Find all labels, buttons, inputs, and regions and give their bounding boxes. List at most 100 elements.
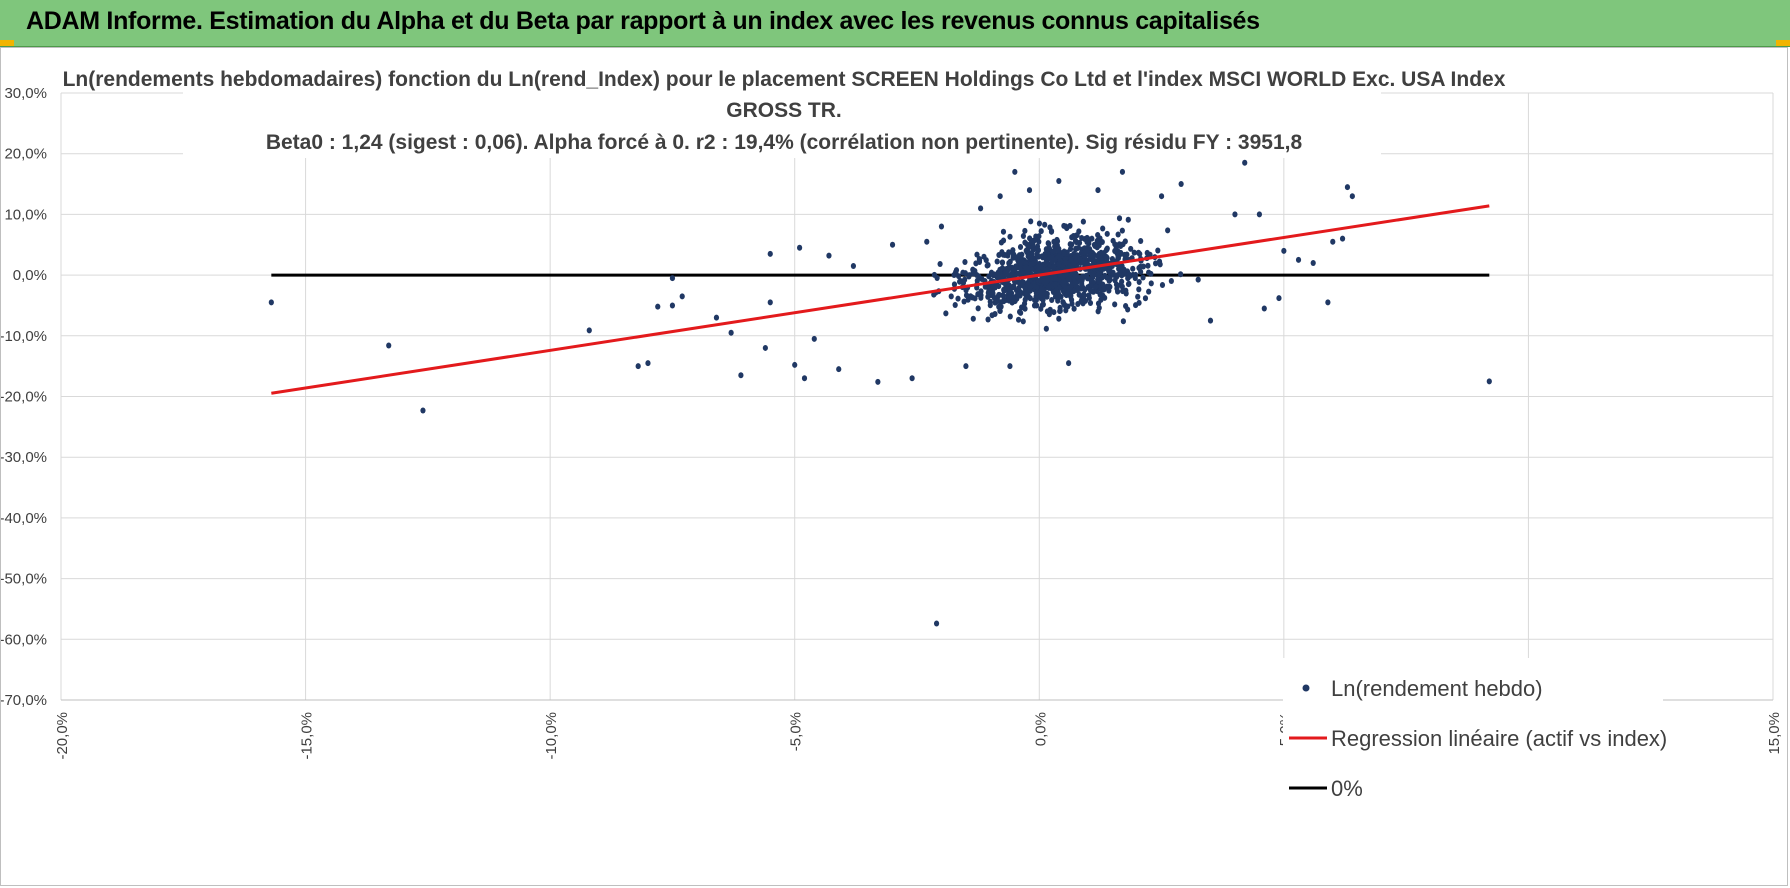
scatter-point [1028,261,1034,268]
scatter-point [953,267,960,274]
scatter-point [1086,292,1092,299]
scatter-point [1104,246,1110,253]
scatter-point [998,239,1005,246]
scatter-point [1138,268,1144,275]
scatter-point [1095,187,1101,194]
scatter-point [1018,270,1024,277]
scatter-point [976,257,983,264]
scatter-point [1015,316,1022,323]
scatter-point [996,291,1002,298]
scatter-point [1034,252,1041,259]
scatter-point [1145,262,1151,269]
y-tick-label: -70,0% [1,692,47,709]
scatter-point [985,316,991,323]
scatter-point [1116,215,1123,222]
scatter-point [1024,241,1030,248]
scatter-point [1046,240,1052,247]
scatter-point [992,310,998,317]
scatter-point [963,363,969,370]
scatter-point [1048,276,1054,283]
scatter-point [1048,228,1055,235]
scatter-point [1112,277,1118,284]
scatter-point [1232,211,1238,218]
scatter-point [1034,245,1040,252]
scatter-point [1089,270,1095,277]
scatter-point [1047,254,1053,261]
scatter-point [1095,272,1101,279]
scatter-point [889,241,896,248]
scatter-point [962,259,968,266]
scatter-point [1071,305,1077,312]
scatter-point [974,251,980,258]
scatter-point [713,314,720,321]
scatter-point [990,291,996,298]
scatter-point [1025,265,1031,272]
scatter-point [1046,284,1052,291]
scatter-point [1109,256,1115,263]
y-tick-label: 30,0% [4,85,47,102]
regression-line [271,204,1490,395]
scatter-point [1140,274,1146,281]
scatter-point [1033,302,1040,309]
scatter-point [767,299,773,306]
scatter-point [1009,270,1015,277]
scatter-point [1120,318,1126,325]
scatter-point [1054,242,1060,249]
chart-title-line-3: Beta0 : 1,24 (sigest : 0,06). Alpha forc… [266,131,1303,154]
scatter-point [1020,233,1027,240]
scatter-point [1004,265,1010,272]
scatter-point [1028,218,1034,225]
scatter-point [1082,286,1088,293]
scatter-point [1119,227,1125,234]
legend-background [1283,658,1663,818]
scatter-point [1023,288,1029,295]
scatter-point [965,296,971,303]
scatter-point [1123,303,1129,310]
scatter-point [1010,284,1016,291]
scatter-point [1074,287,1081,294]
scatter-point [1019,304,1025,311]
scatter-point [1033,289,1039,296]
scatter-point [1138,237,1144,244]
scatter-point [1095,308,1101,315]
scatter-point [1016,285,1022,292]
scatter-point [948,293,954,300]
scatter-point [1007,233,1013,240]
scatter-point [933,620,940,627]
scatter-point [836,366,842,373]
scatter-point [1040,254,1046,261]
scatter-point [655,303,661,310]
scatter-point [1137,250,1143,257]
scatter-point [1159,281,1166,288]
scatter-point [1025,293,1032,300]
scatter-point [1114,272,1121,279]
scatter-point [738,372,744,379]
scatter-point [1195,276,1201,283]
scatter-point [1041,291,1048,298]
scatter-point [1051,238,1057,245]
scatter-point [1032,297,1038,304]
scatter-point [1016,308,1023,315]
scatter-point [1144,249,1150,256]
scatter-point [1128,245,1134,252]
scatter-point [937,260,943,267]
scatter-point [997,193,1003,200]
scatter-point [1112,301,1118,308]
scatter-point [1040,297,1046,304]
scatter-point [1148,270,1154,277]
scatter-point [1061,222,1067,229]
scatter-point [1076,291,1082,298]
scatter-point [792,361,798,368]
scatter-point [999,273,1005,280]
scatter-point [1153,260,1159,267]
title-background [183,58,1381,158]
report-title: ADAM Informe. Estimation du Alpha et du … [26,7,1260,35]
scatter-point [1013,263,1019,270]
scatter-point [992,299,998,306]
scatter-point [985,293,991,300]
scatter-point [1041,278,1047,285]
scatter-point [960,269,966,276]
scatter-point [974,271,980,278]
scatter-point [1112,241,1118,248]
scatter-point [1114,285,1120,292]
